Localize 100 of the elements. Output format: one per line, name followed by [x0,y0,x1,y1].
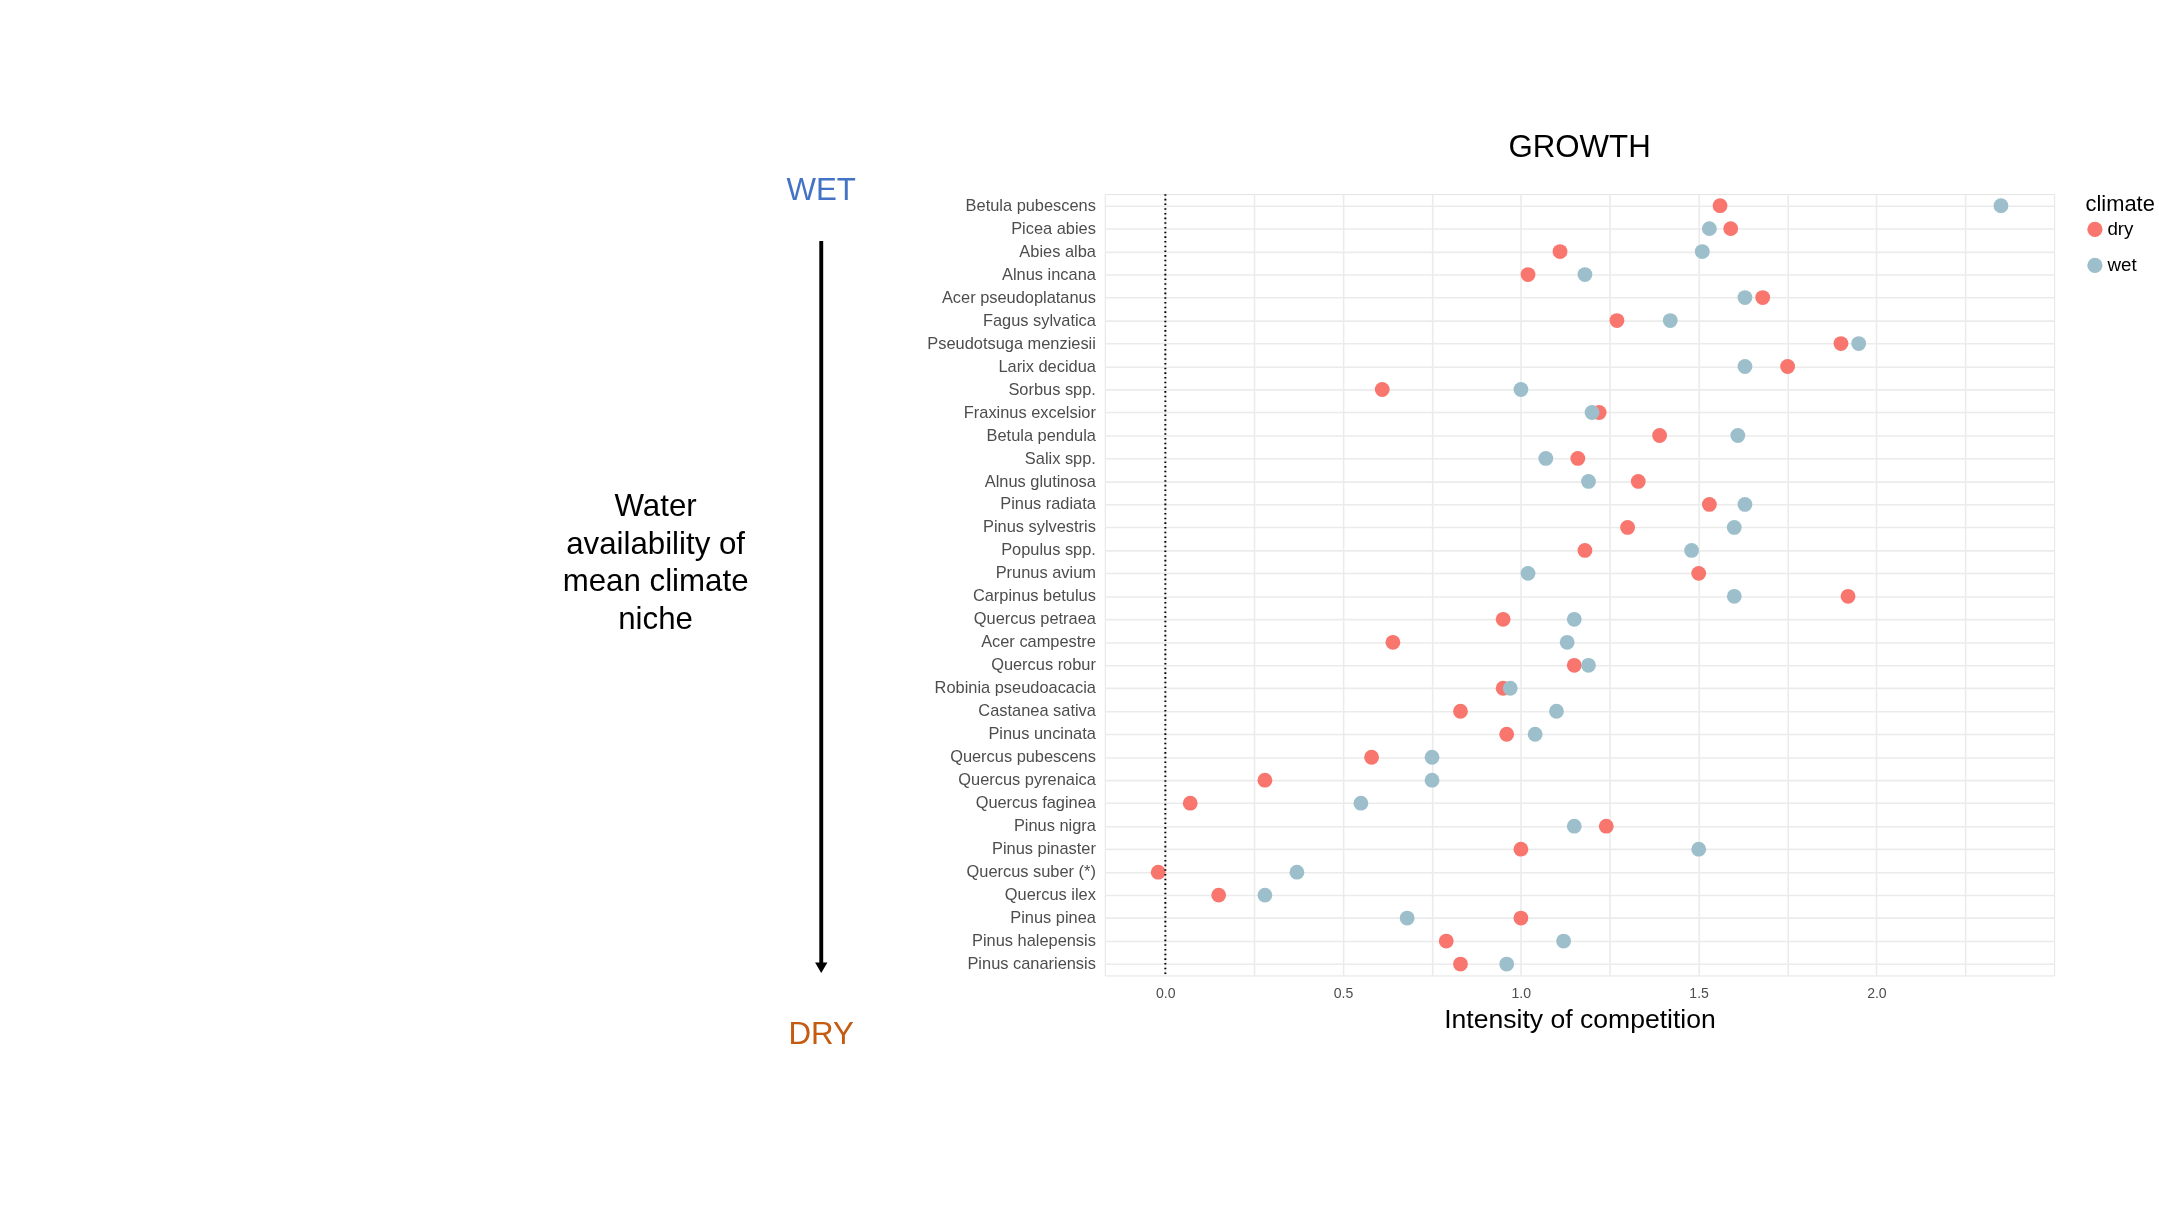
text: WET [786,171,856,207]
point [1691,565,1707,581]
y-tick-label: Prunus avium [995,563,1096,582]
y-tick-label: Populus spp. [1001,540,1096,559]
legend-label: dry [2107,217,2135,239]
y-tick-label: Pinus radiata [1000,494,1097,513]
y-tick-label: Castanea sativa [978,701,1097,720]
point [1566,818,1582,834]
chart-title: GROWTH [1508,129,1651,165]
y-tick-label: Quercus robur [991,655,1097,674]
point [1499,956,1515,972]
point [1385,634,1401,650]
point [1712,198,1728,214]
point [1566,657,1582,673]
point [1453,703,1468,719]
point [1652,428,1668,443]
x-tick-label: 0.5 [1333,984,1354,1001]
point [1495,611,1511,627]
point [1780,359,1796,374]
point [1566,611,1582,627]
point [1424,749,1440,765]
y-tick-label: Carpinus betulus [972,586,1096,605]
point [1211,887,1227,903]
point [1374,382,1390,397]
point [1737,290,1753,305]
point [1353,795,1369,811]
point [1726,520,1742,535]
text: DRY [788,1015,855,1051]
legend-title: climate [2085,191,2155,217]
point [1499,726,1515,742]
y-tick-label: Quercus petraea [973,609,1097,628]
point [1453,956,1468,972]
point [1737,359,1753,374]
y-tick-label: Quercus pyrenaica [958,770,1097,789]
y-tick-label: Larix decidua [998,356,1097,375]
y-tick-label: Robinia pseudoacacia [934,678,1097,697]
x-axis-title: Intensity of competition [1444,1004,1716,1035]
point [1513,382,1529,397]
point [1694,244,1710,260]
y-tick-label: Betula pubescens [965,195,1096,214]
y-tick-label: Quercus pubescens [950,747,1096,766]
point [1520,267,1536,282]
text: Water availability of mean climate niche [562,488,749,636]
y-tick-label: Quercus suber (*) [966,862,1096,881]
point [1399,910,1415,926]
y-tick-label: Pinus nigra [1013,816,1097,835]
y-tick-label: Fraxinus excelsior [963,402,1097,421]
y-tick-label: Betula pendula [986,425,1097,444]
point [1620,520,1636,535]
y-tick-label: Pinus uncinata [988,724,1097,743]
y-tick-label: Pseudotsuga menziesii [927,333,1096,352]
point [1630,474,1646,489]
point [1527,726,1543,742]
point [1737,497,1753,512]
point [1520,565,1536,581]
point [1730,428,1746,443]
point [1577,267,1593,282]
point [1723,221,1739,237]
point [1257,887,1273,903]
point [1513,910,1529,926]
y-tick-label: Sorbus spp. [1008,379,1096,398]
y-tick-label: Pinus pinaster [992,839,1097,858]
y-tick-label: Abies alba [1019,241,1097,260]
point [1598,818,1614,834]
point [1584,405,1600,420]
point [1424,772,1440,788]
point [1840,588,1856,604]
point [1691,841,1707,857]
y-tick-label: Picea abies [1011,218,1096,237]
point [1556,933,1572,949]
point [1150,864,1166,880]
point [1726,588,1742,604]
y-tick-label: Pinus sylvestris [982,517,1096,536]
point [1552,244,1568,260]
point [1755,290,1771,305]
x-tick-label: 1.0 [1511,984,1532,1001]
y-tick-label: Pinus pinea [1010,908,1097,927]
x-tick-label: 2.0 [1867,984,1887,1001]
y-tick-label: Acer pseudoplatanus [941,287,1096,306]
point [1549,703,1564,719]
point [1364,749,1379,765]
point [1502,680,1518,696]
point [1438,933,1454,949]
point [1701,221,1717,237]
x-tick-label: 1.5 [1689,984,1710,1001]
legend-label: wet [2106,253,2138,275]
point [1182,795,1198,811]
point [1289,864,1305,880]
point [1570,451,1586,466]
point [1581,657,1596,673]
y-tick-label: Acer campestre [981,632,1096,651]
point [1851,336,1867,351]
point [1833,336,1849,351]
point [1662,313,1678,328]
y-tick-label: Salix spp. [1024,448,1096,467]
y-tick-label: Quercus faginea [975,793,1097,812]
y-tick-label: Fagus sylvatica [982,310,1097,329]
point [1701,497,1717,512]
y-tick-label: Pinus halepensis [971,931,1096,950]
point [1559,634,1575,650]
